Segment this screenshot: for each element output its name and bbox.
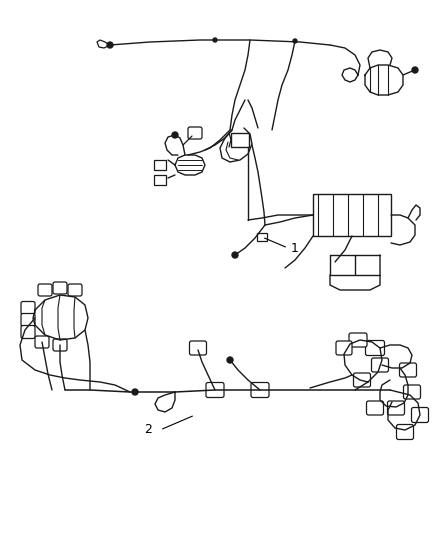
- FancyBboxPatch shape: [410, 408, 427, 423]
- FancyBboxPatch shape: [399, 363, 416, 377]
- Circle shape: [231, 252, 237, 258]
- FancyBboxPatch shape: [189, 341, 206, 355]
- Bar: [256, 233, 266, 241]
- FancyBboxPatch shape: [365, 341, 384, 356]
- FancyBboxPatch shape: [403, 385, 420, 399]
- Circle shape: [411, 67, 417, 73]
- FancyBboxPatch shape: [371, 358, 388, 372]
- Circle shape: [107, 42, 113, 48]
- Bar: [154, 160, 166, 170]
- Circle shape: [172, 132, 177, 138]
- Text: 1: 1: [290, 241, 298, 254]
- Bar: [154, 175, 166, 185]
- FancyBboxPatch shape: [21, 326, 35, 338]
- Circle shape: [132, 389, 138, 395]
- FancyBboxPatch shape: [21, 302, 35, 314]
- FancyBboxPatch shape: [348, 333, 366, 347]
- FancyBboxPatch shape: [251, 383, 268, 398]
- FancyBboxPatch shape: [53, 282, 67, 294]
- Text: 2: 2: [144, 424, 152, 437]
- FancyBboxPatch shape: [396, 424, 413, 440]
- FancyBboxPatch shape: [205, 383, 223, 398]
- FancyBboxPatch shape: [366, 401, 383, 415]
- FancyBboxPatch shape: [387, 401, 403, 415]
- Circle shape: [292, 39, 297, 43]
- FancyBboxPatch shape: [21, 313, 35, 327]
- FancyBboxPatch shape: [187, 127, 201, 139]
- Bar: [312, 194, 390, 236]
- FancyBboxPatch shape: [38, 284, 52, 296]
- Bar: [230, 133, 248, 147]
- FancyBboxPatch shape: [35, 336, 49, 348]
- FancyBboxPatch shape: [353, 373, 370, 387]
- FancyBboxPatch shape: [335, 341, 351, 355]
- Circle shape: [212, 38, 216, 42]
- FancyBboxPatch shape: [68, 284, 82, 296]
- Circle shape: [226, 357, 233, 363]
- FancyBboxPatch shape: [53, 339, 67, 351]
